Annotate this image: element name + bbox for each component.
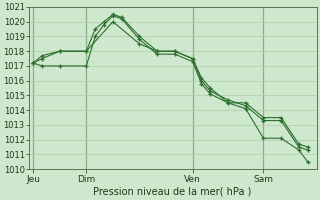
X-axis label: Pression niveau de la mer( hPa ): Pression niveau de la mer( hPa ) [93,187,252,197]
